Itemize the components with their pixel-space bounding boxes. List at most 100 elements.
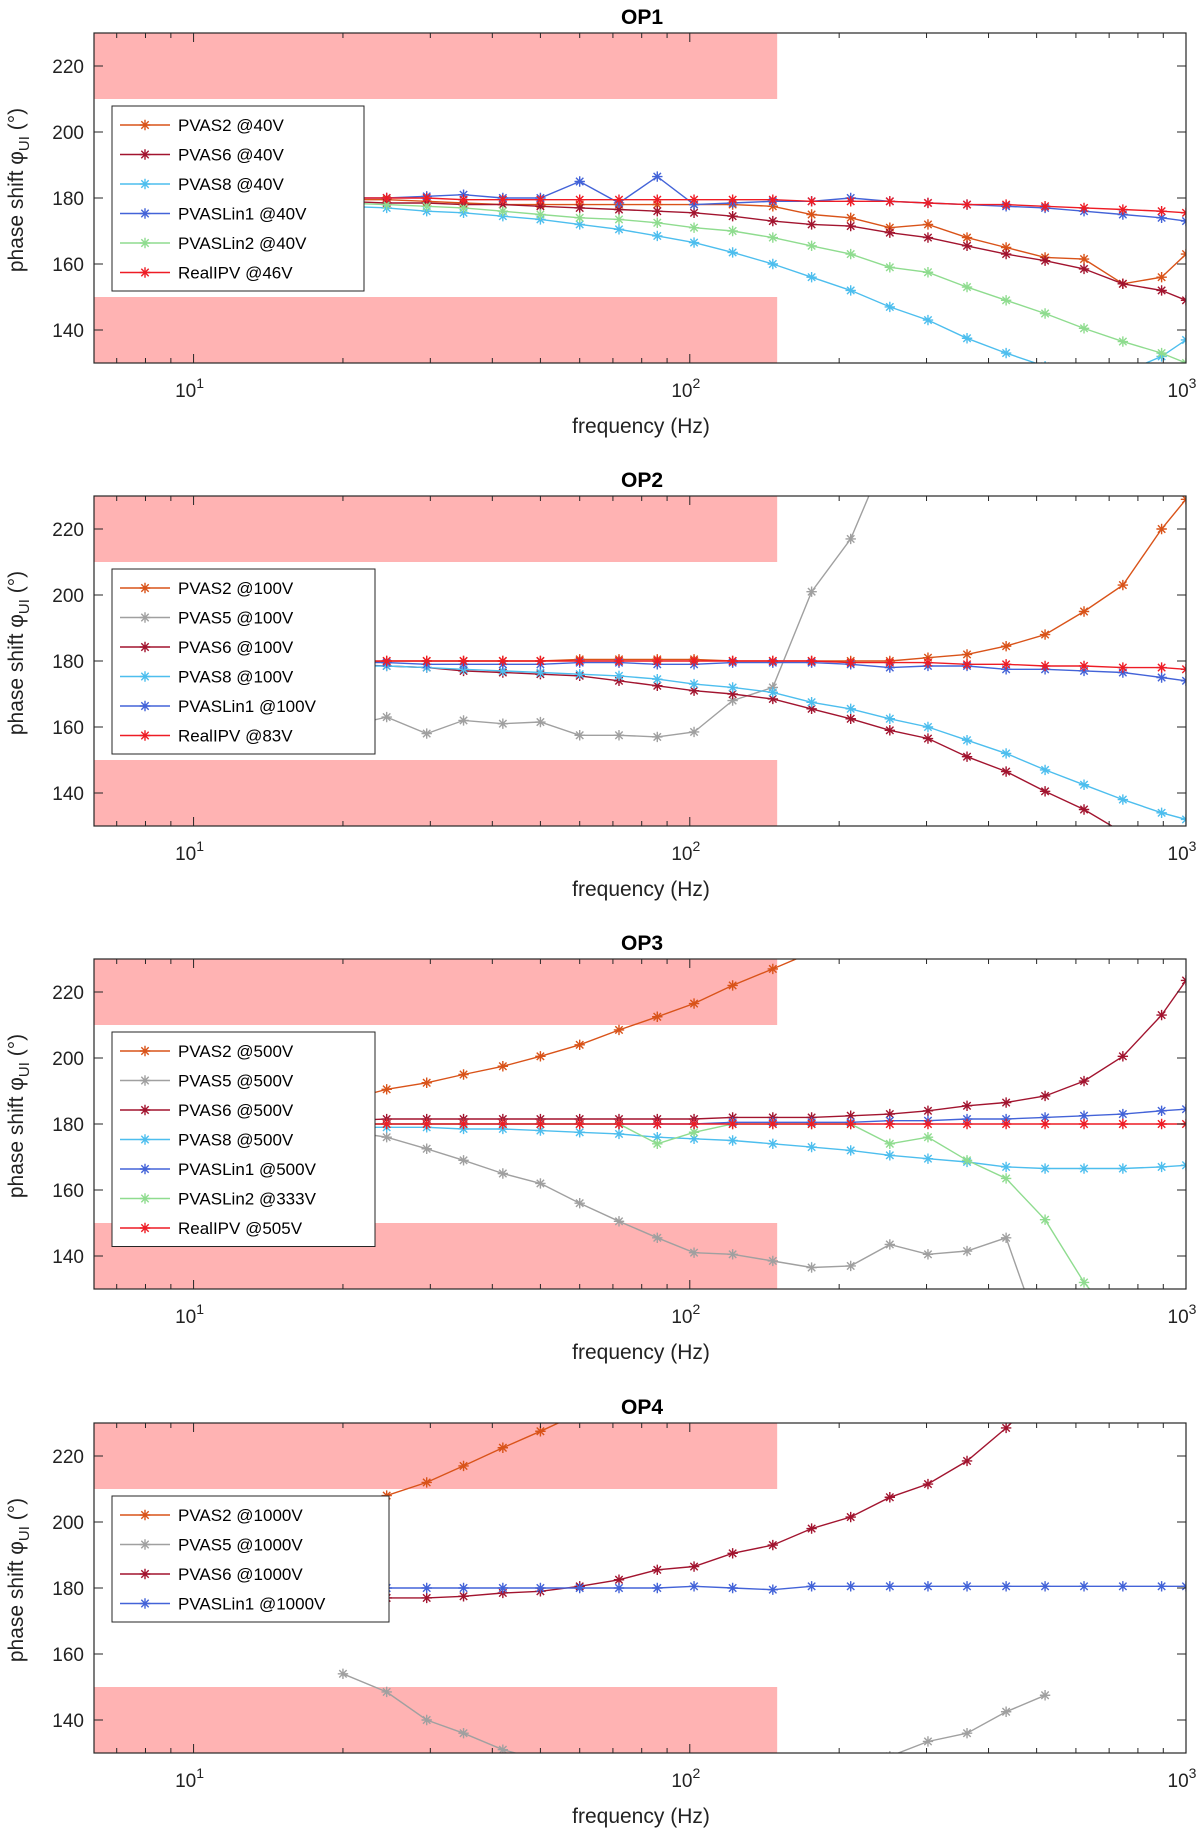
data-point bbox=[1039, 764, 1051, 776]
data-point bbox=[458, 202, 469, 214]
data-point bbox=[845, 1260, 856, 1272]
y-tick-label: 220 bbox=[52, 1447, 84, 1468]
legend-label: RealIPV @83V bbox=[178, 727, 293, 746]
data-point bbox=[922, 314, 934, 326]
legend-marker bbox=[139, 1193, 151, 1204]
y-tick-label: 180 bbox=[52, 189, 84, 210]
data-point bbox=[1000, 1161, 1012, 1173]
data-point bbox=[652, 1011, 663, 1022]
x-tick-label: 103 bbox=[1168, 375, 1197, 402]
data-point bbox=[923, 868, 933, 878]
data-point bbox=[613, 730, 625, 741]
data-point bbox=[922, 219, 934, 230]
data-point bbox=[381, 199, 392, 210]
chart-title: OP3 bbox=[621, 932, 663, 955]
data-point bbox=[806, 1778, 816, 1788]
data-point bbox=[767, 258, 779, 270]
data-point bbox=[1078, 263, 1090, 275]
data-point bbox=[1078, 202, 1090, 214]
data-point bbox=[845, 1774, 855, 1784]
data-point bbox=[922, 1118, 934, 1130]
data-point bbox=[961, 649, 973, 660]
legend-entry-pvaslin2-333v: PVASLin2 @333V bbox=[120, 1190, 317, 1209]
x-tick-label: 101 bbox=[175, 1765, 204, 1792]
legend-entry-pvas8-500v: PVAS8 @500V bbox=[120, 1131, 294, 1150]
data-point bbox=[613, 1574, 625, 1585]
legend-label: PVAS5 @1000V bbox=[178, 1536, 303, 1555]
data-point bbox=[1156, 212, 1167, 223]
legend-label: PVAS5 @100V bbox=[178, 609, 294, 628]
data-point bbox=[884, 1492, 896, 1503]
data-point bbox=[845, 196, 856, 207]
data-point bbox=[806, 1118, 817, 1130]
data-point bbox=[1000, 1232, 1012, 1244]
data-point bbox=[922, 1132, 934, 1143]
data-point bbox=[1079, 374, 1089, 384]
data-point bbox=[574, 655, 585, 667]
data-point bbox=[574, 669, 585, 680]
legend-label: PVAS6 @40V bbox=[178, 146, 284, 165]
data-point bbox=[1040, 1343, 1050, 1353]
data-point bbox=[885, 894, 895, 904]
tolerance-band-lower bbox=[94, 1687, 778, 1753]
y-tick-label: 200 bbox=[52, 123, 84, 144]
data-point bbox=[923, 385, 933, 395]
data-point bbox=[1117, 662, 1129, 673]
data-point bbox=[613, 1216, 625, 1227]
data-point bbox=[727, 225, 738, 237]
legend-marker bbox=[139, 267, 151, 278]
legend-marker bbox=[139, 582, 151, 594]
data-point bbox=[688, 237, 700, 248]
data-point bbox=[1118, 1323, 1128, 1333]
y-tick-label: 200 bbox=[52, 1049, 84, 1070]
data-point bbox=[884, 1108, 896, 1120]
data-point bbox=[885, 441, 895, 451]
chart-panel-op2: 140 160 180 200 220 101 102 103 OP2 frequency (Hz… bbox=[5, 385, 1197, 901]
data-point bbox=[961, 1118, 973, 1130]
data-point bbox=[688, 1561, 700, 1572]
data-point bbox=[458, 1591, 469, 1602]
data-point bbox=[727, 194, 738, 205]
legend-marker bbox=[139, 700, 151, 712]
data-point bbox=[1079, 1366, 1089, 1376]
data-point bbox=[421, 1143, 432, 1154]
data-point bbox=[727, 1582, 738, 1594]
y-tick-label: 140 bbox=[52, 1711, 84, 1732]
data-point bbox=[845, 657, 856, 668]
data-point bbox=[574, 1118, 585, 1130]
data-point bbox=[1039, 629, 1051, 640]
data-point bbox=[884, 262, 896, 273]
data-point bbox=[1039, 1112, 1051, 1123]
data-point bbox=[497, 665, 509, 677]
data-point bbox=[688, 655, 700, 667]
data-point bbox=[806, 1262, 817, 1273]
legend-marker bbox=[139, 237, 151, 249]
data-point bbox=[1117, 1051, 1129, 1062]
data-point bbox=[767, 1138, 779, 1149]
data-point bbox=[535, 1051, 546, 1062]
data-point bbox=[421, 1592, 432, 1604]
data-point bbox=[806, 209, 817, 220]
legend-entry-pvaslin1-1000v: PVASLin1 @1000V bbox=[120, 1595, 326, 1614]
data-point bbox=[1156, 807, 1167, 818]
data-point bbox=[1078, 253, 1090, 265]
data-point bbox=[884, 1150, 896, 1161]
data-point bbox=[1156, 847, 1166, 857]
legend-entry-pvas6-40v: PVAS6 @40V bbox=[120, 146, 284, 165]
data-point bbox=[688, 207, 700, 219]
data-point bbox=[961, 659, 973, 670]
data-point bbox=[845, 1145, 856, 1156]
data-point bbox=[767, 1255, 779, 1267]
data-point bbox=[922, 197, 934, 209]
data-point bbox=[1039, 1214, 1051, 1225]
y-tick-label: 180 bbox=[52, 1579, 84, 1600]
legend-label: RealIPV @505V bbox=[178, 1219, 303, 1238]
series-pvaslin1-1000v bbox=[337, 1581, 1186, 1595]
series-pvaslin2-40v bbox=[337, 197, 1186, 363]
data-point bbox=[806, 703, 817, 715]
y-tick-label: 200 bbox=[52, 1513, 84, 1534]
x-tick-label: 102 bbox=[671, 375, 700, 402]
legend-marker bbox=[139, 730, 151, 741]
data-point bbox=[1078, 660, 1090, 672]
data-point bbox=[421, 1077, 432, 1088]
